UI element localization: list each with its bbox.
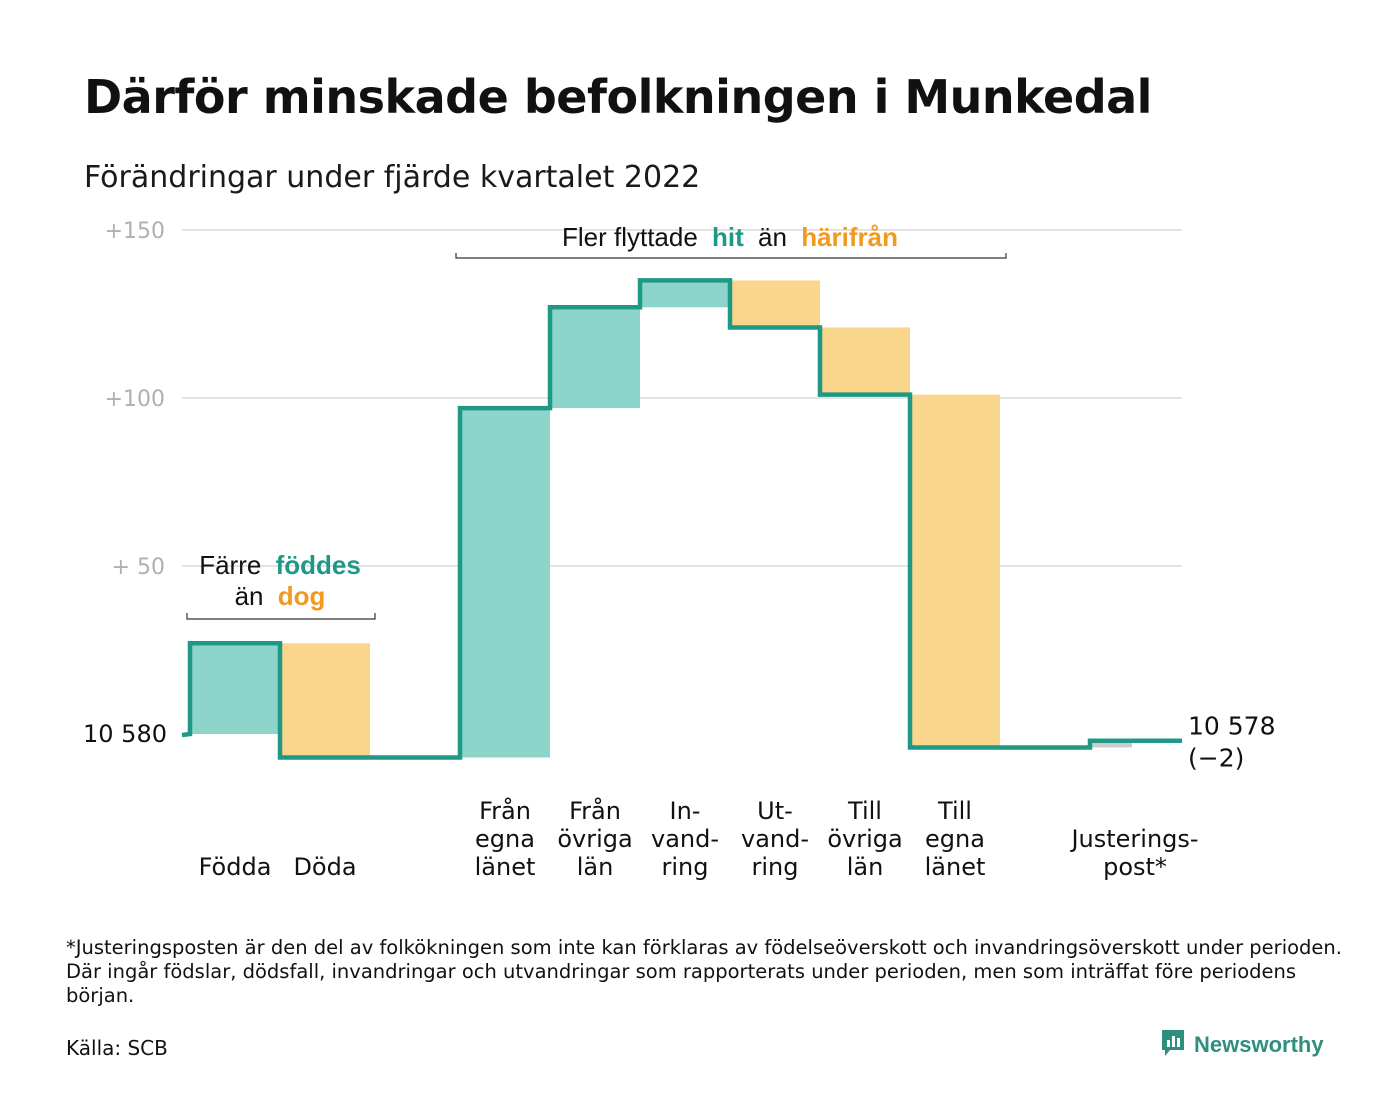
migration-annotation-bracket — [455, 253, 1007, 259]
chart-subtitle: Förändringar under fjärde kvartalet 2022 — [84, 160, 701, 195]
population-step-line — [181, 278, 1182, 760]
grid-layer: +150 +100 + 50 10 580 — [83, 219, 1182, 748]
bar — [910, 394, 1000, 748]
chart-title: Därför minskade befolkningen i Munkedal — [84, 70, 1152, 124]
bar-layer — [190, 280, 1132, 758]
brand-logo: Newsworthy — [1160, 1028, 1324, 1062]
bar — [190, 643, 280, 734]
bar — [460, 408, 550, 758]
migration-annotation-middle: än — [758, 222, 787, 252]
births-annotation-bracket — [186, 613, 376, 620]
x-category-label: In- — [670, 797, 701, 825]
line-layer — [181, 278, 1182, 760]
bar — [730, 280, 820, 328]
births-annotation: Färre föddes än dog — [186, 550, 376, 620]
births-annotation-orange: dog — [278, 581, 326, 611]
x-category-label: vand- — [651, 825, 719, 853]
x-category-label: länet — [475, 853, 536, 881]
label-layer: Födda DödaFrånegnalänetFrånövrigalänIn-va… — [199, 712, 1276, 881]
x-category-label: ring — [752, 853, 799, 881]
y-tick-label: +150 — [105, 219, 165, 244]
x-category-label: Födda — [199, 853, 272, 881]
births-annotation-line2: än — [235, 581, 264, 611]
x-category-label: län — [577, 853, 614, 881]
x-category-label: länet — [925, 853, 986, 881]
bar — [550, 307, 640, 409]
x-category-label: egna — [475, 825, 535, 853]
bar — [820, 327, 910, 395]
end-change-label: (−2) — [1188, 744, 1244, 773]
migration-annotation-prefix: Fler flyttade — [562, 222, 698, 252]
x-category-label: Till — [847, 797, 882, 825]
x-category-label: Till — [937, 797, 972, 825]
svg-text:än dog: än dog — [235, 581, 326, 611]
y-tick-label: +100 — [105, 387, 165, 412]
x-category-label: Från — [479, 796, 531, 825]
bar — [640, 280, 730, 308]
bar — [1090, 740, 1132, 748]
x-category-label: egna — [925, 825, 985, 853]
migration-annotation-green: hit — [712, 222, 744, 252]
svg-text:Fler flyttade hit: Fler flyttade hit än härifrån — [562, 222, 898, 252]
footnote: *Justeringsposten är den del av folkökni… — [66, 936, 1342, 1007]
y-start-label: 10 580 — [83, 720, 167, 748]
x-category-label: övriga — [827, 825, 902, 853]
svg-text:Färre föddes: Färre föddes — [199, 550, 361, 580]
migration-annotation-orange: härifrån — [801, 222, 898, 252]
source-label: Källa: SCB — [66, 1036, 168, 1060]
x-category-label: Från — [569, 796, 621, 825]
newsworthy-logo-icon — [1160, 1028, 1186, 1062]
x-category-label: ring — [662, 853, 709, 881]
x-category-label: Döda — [293, 853, 356, 881]
y-tick-label: + 50 — [112, 555, 165, 580]
x-category-label: Ut- — [757, 797, 793, 825]
x-category-label: län — [847, 853, 884, 881]
x-category-label: övriga — [557, 825, 632, 853]
x-category-label: vand- — [741, 825, 809, 853]
migration-annotation: Fler flyttade hit än härifrån — [455, 222, 1007, 259]
end-population-label: 10 578 — [1188, 712, 1275, 741]
births-annotation-green: föddes — [276, 550, 361, 580]
bar — [280, 643, 370, 758]
x-category-label: post* — [1103, 853, 1167, 881]
brand-name: Newsworthy — [1194, 1032, 1324, 1057]
x-category-label: Justerings- — [1069, 825, 1198, 853]
births-annotation-prefix: Färre — [199, 550, 261, 580]
